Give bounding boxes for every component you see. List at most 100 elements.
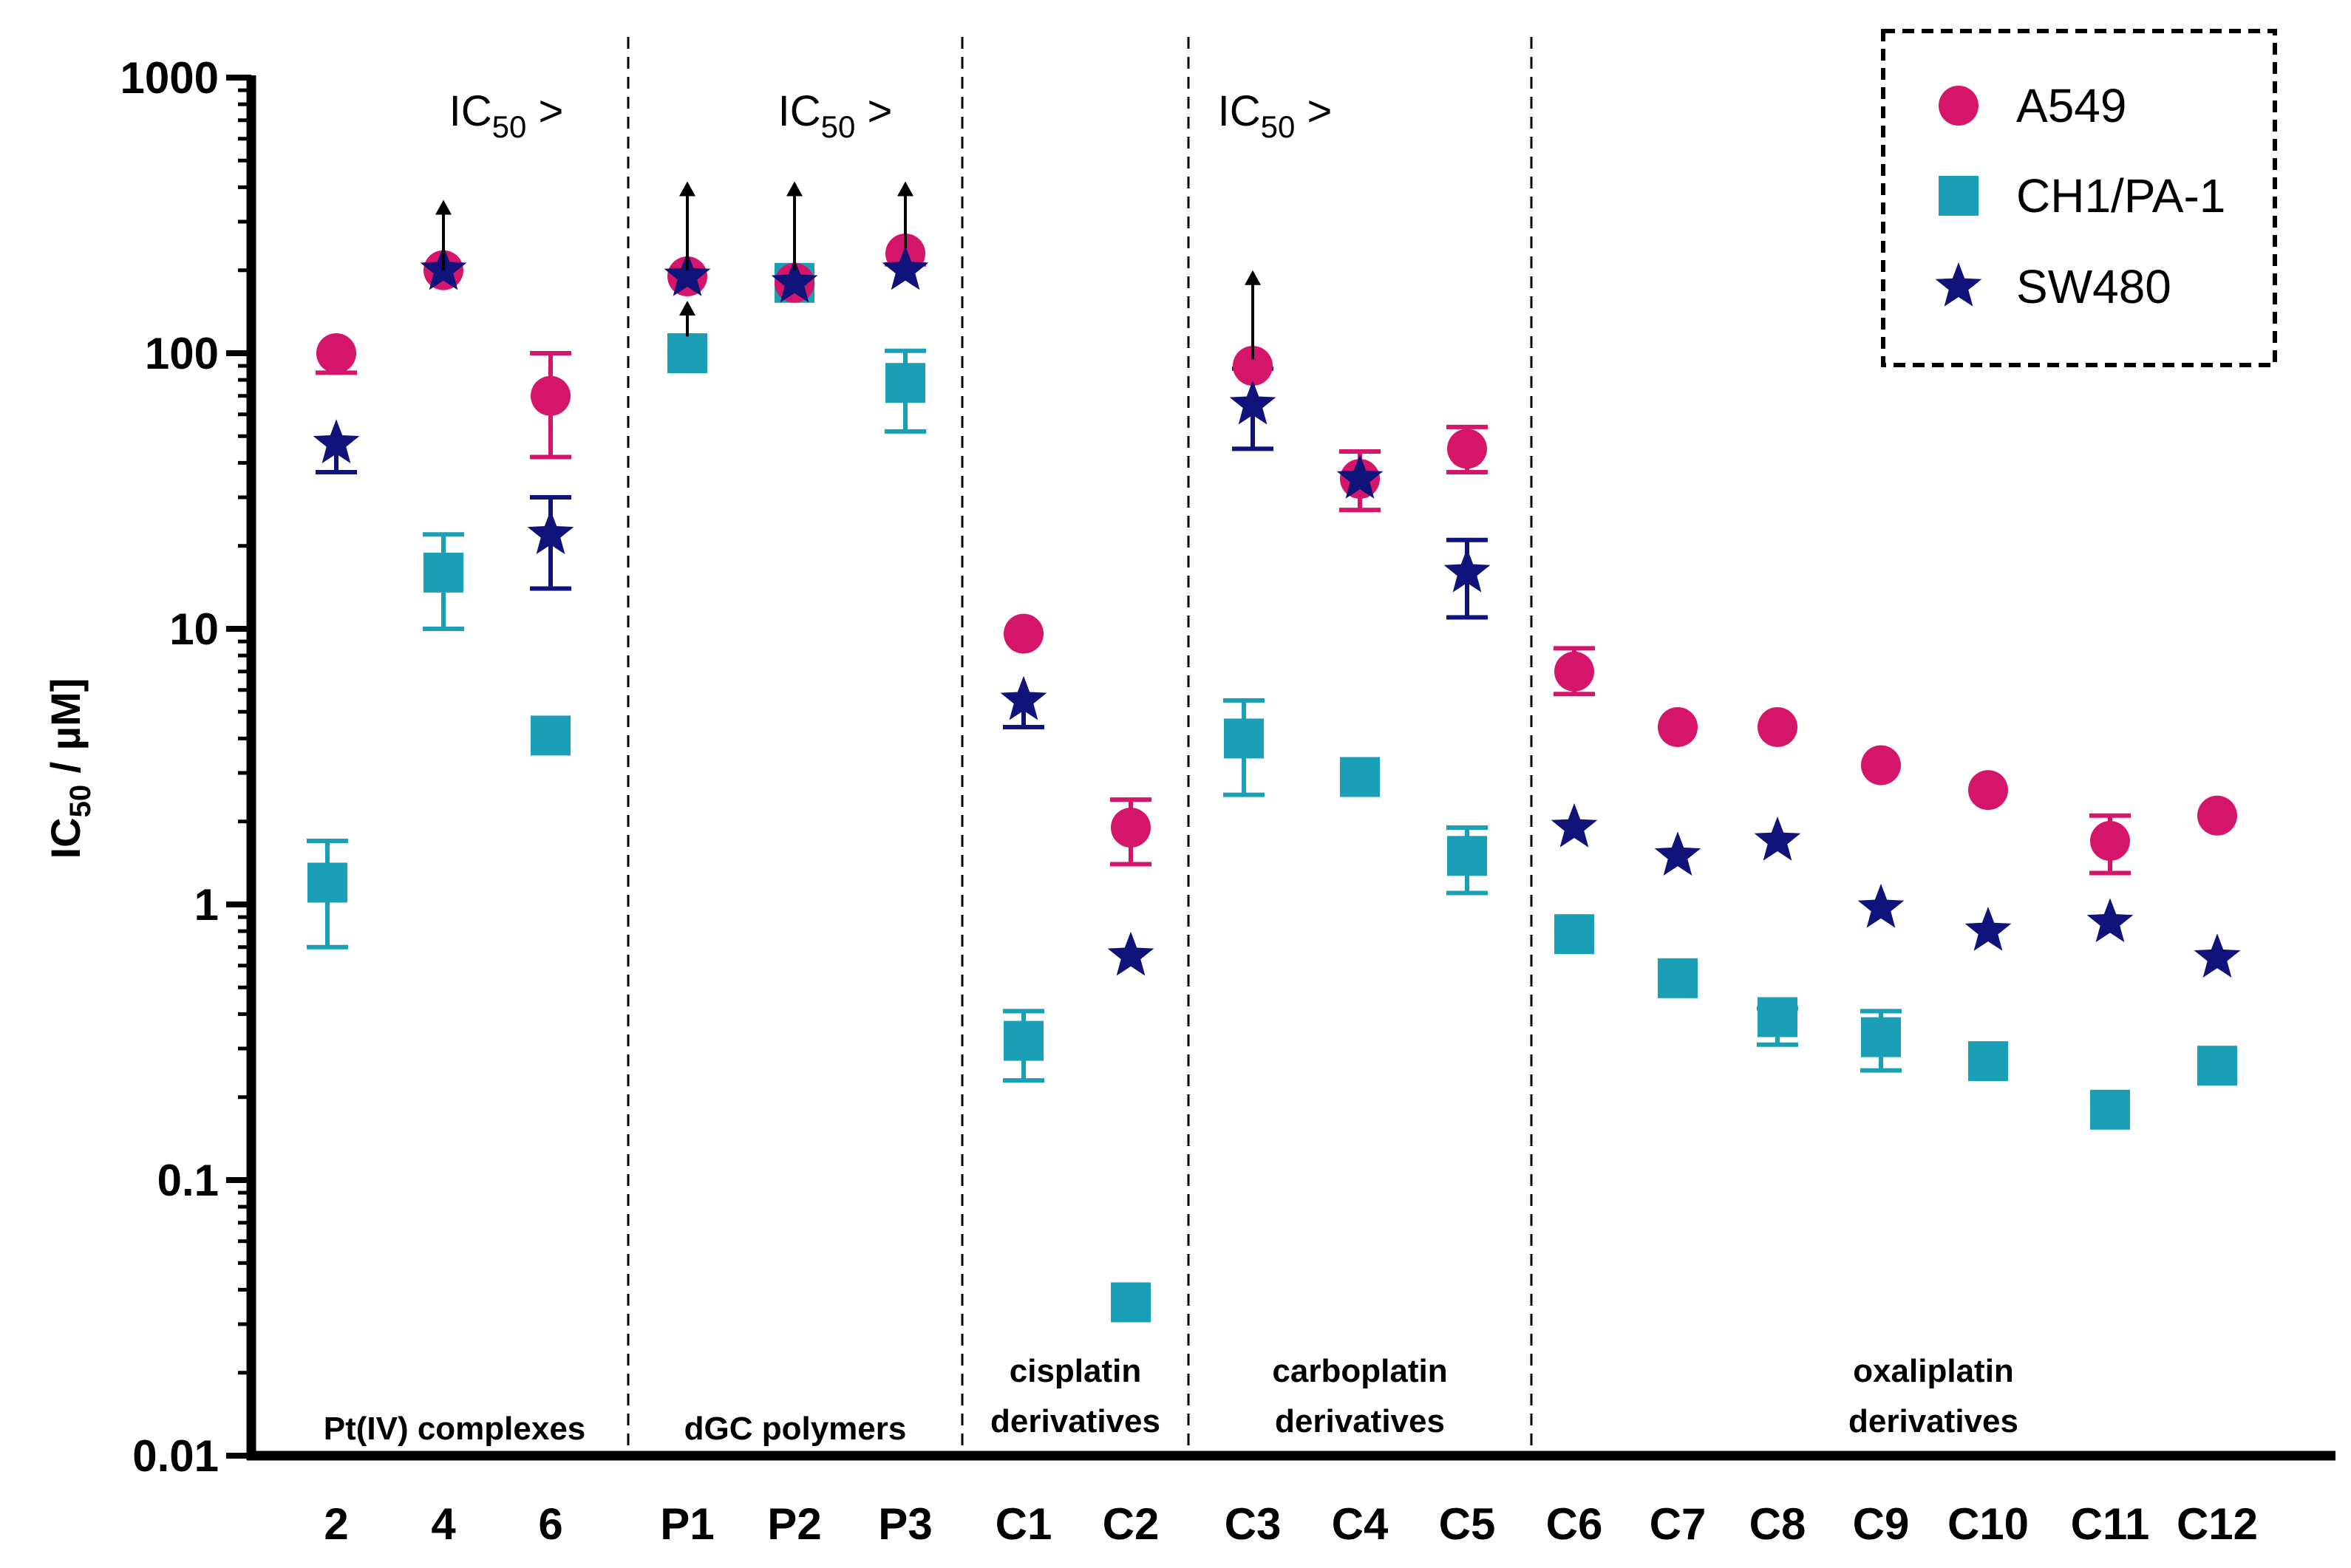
ch1-pa-1-point: [1111, 1282, 1151, 1323]
sw480-point: [1229, 380, 1276, 425]
group-label-line: derivatives: [990, 1403, 1160, 1439]
group-label-line: oxaliplatin: [1853, 1353, 2014, 1389]
y-tick-label: 100: [145, 329, 219, 378]
legend-label-ch1-pa-1: CH1/PA-1: [2016, 169, 2225, 222]
sw480-point: [313, 419, 360, 463]
group-label: dGC polymers: [684, 1411, 907, 1447]
x-axis-category-labels: 2 4 6 P1 P2 P3 C1 C2 C3 C4 C5 C6 C7 C8 C9 C10 C11 C12: [324, 1499, 2258, 1549]
x-category-label: C9: [1853, 1499, 1910, 1549]
ic50-annotation: IC50 >: [1218, 87, 1333, 144]
sw480-point: [1000, 675, 1047, 720]
x-category-label: P1: [660, 1499, 714, 1549]
y-tick-label: 1: [194, 880, 219, 930]
a549-point: [316, 333, 356, 373]
sw480-point: [2194, 933, 2241, 978]
lower-bound-arrow-head: [897, 181, 913, 197]
a549-point: [2197, 795, 2237, 836]
legend-label-a549: A549: [2016, 79, 2126, 132]
y-axis-label-group: IC50 / µM]: [42, 678, 97, 859]
a549-point: [1111, 808, 1151, 848]
x-category-label: C11: [2071, 1499, 2150, 1549]
ch1-pa-1-point: [2090, 1089, 2130, 1130]
x-category-label: C2: [1103, 1499, 1160, 1549]
ch1-pa-1-point: [1968, 1041, 2008, 1082]
data-markers: [307, 234, 2241, 1323]
a549-point: [1658, 706, 1698, 747]
x-category-label: P2: [767, 1499, 821, 1549]
x-category-label: C6: [1546, 1499, 1603, 1549]
ic50-annotations: IC50 > IC50 > IC50 >: [449, 87, 1333, 144]
ch1-pa-1-point: [1758, 997, 1797, 1037]
x-category-label: 6: [538, 1499, 562, 1549]
ch1-pa-1-point: [307, 862, 347, 903]
ch1-pa-1-point: [1554, 914, 1594, 955]
group-label-line: cisplatin: [1010, 1353, 1142, 1389]
group-label: Pt(IV) complexes: [324, 1411, 586, 1447]
sw480-point: [771, 258, 818, 303]
sw480-point: [527, 510, 574, 554]
ch1-pa-1-point: [885, 363, 925, 403]
x-category-label: C10: [1947, 1499, 2029, 1549]
x-category-label: C8: [1749, 1499, 1806, 1549]
y-axis-ticks: 0.01 0.1 1 10 100 1000: [120, 53, 251, 1481]
ch1-pa-1-point: [1658, 958, 1698, 998]
sw480-point: [1964, 907, 2012, 951]
x-category-label: 2: [324, 1499, 348, 1549]
ch1-pa-1-point: [667, 333, 707, 373]
a549-point: [2090, 821, 2130, 862]
legend: A549 CH1/PA-1 SW480: [1881, 29, 2277, 367]
a549-point: [1968, 770, 2008, 811]
lower-bound-arrow-head: [679, 181, 695, 197]
x-category-label: C3: [1225, 1499, 1282, 1549]
group-label-line: carboplatin: [1272, 1353, 1447, 1389]
axes: [246, 75, 2335, 1461]
x-category-label: P3: [878, 1499, 932, 1549]
group-separators: [627, 37, 1533, 1448]
ch1-pa-1-point: [2197, 1046, 2237, 1086]
y-tick-label: 0.1: [157, 1156, 219, 1205]
ch1-pa-1-point: [531, 715, 571, 756]
ic50-annotation: IC50 >: [778, 87, 893, 144]
sw480-point: [1336, 454, 1384, 499]
ch1-pa-1-point: [423, 552, 463, 593]
ic50-annotation: IC50 >: [449, 87, 564, 144]
y-tick-label: 0.01: [132, 1431, 219, 1481]
a549-point: [531, 375, 571, 416]
ch1-pa-1-point: [1224, 718, 1264, 759]
lower-bound-arrow-head: [786, 181, 803, 197]
legend-box: [1881, 29, 2277, 367]
lower-bound-arrows: [435, 181, 1261, 360]
ch1-pa-1-point: [1340, 757, 1380, 797]
a549-point: [1233, 346, 1273, 386]
a549-point: [1447, 429, 1487, 469]
x-category-label: 4: [431, 1499, 456, 1549]
lower-bound-arrow-head: [1245, 270, 1261, 285]
sw480-point: [1857, 883, 1905, 928]
x-category-label: C4: [1332, 1499, 1389, 1549]
lower-bound-arrow-head: [679, 301, 695, 316]
ch1-pa-1-point: [1447, 836, 1487, 876]
sw480-point: [2086, 898, 2134, 943]
sw480-point: [1654, 831, 1701, 876]
legend-marker-sw480: [1935, 262, 1982, 307]
x-category-label: C1: [996, 1499, 1052, 1549]
sw480-point: [1443, 548, 1491, 593]
sw480-point: [1107, 931, 1154, 976]
sw480-point: [1551, 803, 1598, 848]
ch1-pa-1-point: [1004, 1020, 1044, 1061]
ch1-pa-1-point: [1861, 1017, 1901, 1057]
group-labels: Pt(IV) complexes dGC polymers cisplatin der…: [324, 1353, 2018, 1447]
error-bars: [307, 253, 2131, 1083]
group-label-line: derivatives: [1275, 1403, 1445, 1439]
y-tick-label: 10: [169, 604, 219, 654]
a549-point: [1554, 651, 1594, 692]
sw480-point: [664, 252, 711, 296]
legend-marker-a549: [1939, 86, 1979, 126]
y-tick-label: 1000: [120, 53, 219, 103]
y-axis-label: IC50 / µM]: [42, 678, 97, 859]
legend-label-sw480: SW480: [2016, 260, 2171, 313]
x-category-label: C12: [2177, 1499, 2258, 1549]
a549-point: [1004, 613, 1044, 654]
a549-point: [1758, 706, 1797, 747]
group-label-line: derivatives: [1848, 1403, 2018, 1439]
